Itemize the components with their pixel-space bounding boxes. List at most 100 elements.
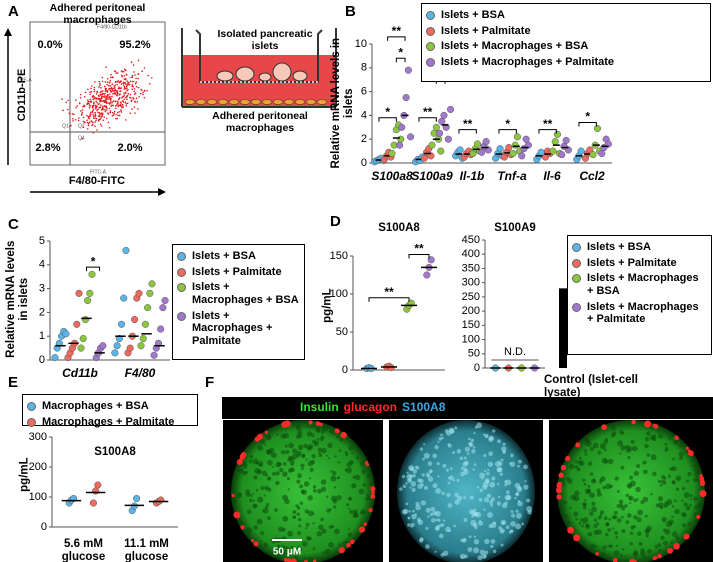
event — [95, 106, 97, 108]
event — [124, 88, 127, 90]
event — [108, 98, 110, 100]
speckle — [321, 528, 327, 534]
speckle — [618, 499, 624, 505]
speckle — [301, 453, 305, 458]
macrophage — [305, 99, 317, 105]
speckle — [410, 481, 417, 487]
event — [134, 82, 137, 85]
event — [117, 104, 119, 106]
event — [92, 115, 95, 118]
event — [89, 115, 91, 118]
speckle — [599, 479, 603, 483]
legend-entry: Islets + Palmitate — [572, 257, 707, 270]
event — [114, 105, 117, 107]
event — [106, 81, 109, 83]
event — [127, 81, 130, 84]
speckle — [689, 498, 693, 501]
event — [101, 107, 104, 109]
event — [93, 97, 96, 100]
speckle — [278, 467, 284, 473]
event — [94, 111, 96, 114]
event — [134, 93, 136, 95]
event — [89, 105, 91, 107]
event — [113, 112, 116, 115]
macrophage — [283, 99, 295, 105]
speckle — [447, 443, 450, 446]
small-label: Q4 — [78, 135, 85, 141]
event — [93, 86, 96, 89]
speckle — [581, 524, 585, 528]
panel-label: C — [8, 216, 19, 233]
event — [86, 114, 88, 117]
speckle — [320, 437, 324, 442]
event — [116, 72, 119, 74]
event — [100, 104, 102, 106]
speckle — [260, 540, 263, 543]
glucagon-cell — [601, 424, 607, 430]
glucagon-cell — [312, 559, 317, 562]
data-point — [84, 296, 92, 305]
y-tick-label: 200 — [29, 461, 47, 473]
event — [131, 76, 134, 78]
quadrant-percent: 2.0% — [117, 142, 142, 154]
event — [119, 93, 121, 95]
event — [111, 83, 114, 86]
significance-bracket — [538, 129, 557, 134]
legend-entry: Islets + Macrophages + Palmitate — [426, 56, 706, 69]
speckle — [302, 541, 308, 547]
speckle — [342, 541, 347, 546]
schematic-bottom: Adhered peritoneal macrophages — [212, 110, 308, 135]
speckle — [468, 437, 471, 441]
data-point — [62, 330, 70, 338]
speckle — [332, 471, 337, 476]
speckle — [423, 485, 429, 490]
event — [115, 117, 117, 120]
speckle — [587, 531, 593, 537]
speckle — [660, 535, 665, 540]
speckle — [320, 430, 325, 434]
speckle — [307, 510, 314, 517]
event — [89, 93, 92, 96]
speckle — [264, 542, 267, 546]
macrophages — [184, 99, 328, 105]
speckle — [643, 469, 648, 475]
event — [137, 77, 139, 80]
event — [90, 90, 93, 93]
event — [90, 111, 92, 114]
speckle — [636, 531, 642, 536]
speckle — [563, 513, 567, 517]
speckle — [311, 453, 316, 459]
event — [105, 66, 107, 69]
speckle — [488, 451, 493, 457]
panel-label: D — [330, 213, 341, 230]
y-tick-label: 3 — [39, 283, 45, 295]
legend-marker — [572, 243, 581, 252]
event — [131, 108, 133, 110]
event — [117, 114, 119, 117]
event — [97, 111, 99, 114]
speckle — [526, 498, 531, 503]
event — [101, 76, 104, 79]
event — [105, 89, 108, 92]
speckle — [629, 480, 636, 487]
speckle — [526, 505, 533, 512]
speckle — [567, 478, 573, 484]
speckle — [654, 544, 659, 549]
speckle — [315, 426, 321, 432]
macrophage — [272, 99, 284, 105]
speckle — [483, 453, 487, 458]
speckle — [603, 516, 608, 521]
event — [77, 117, 80, 119]
event — [108, 84, 110, 87]
speckle — [296, 454, 300, 458]
glucagon-cell — [359, 526, 366, 533]
speckle — [469, 495, 474, 500]
glucagon-cell — [251, 539, 255, 543]
event — [89, 100, 91, 103]
speckle — [414, 513, 418, 516]
glucagon-cell — [315, 421, 321, 426]
legend-marker — [177, 283, 186, 293]
speckle — [657, 430, 660, 433]
flow-xlabel: F4/80-FITC — [69, 175, 125, 187]
speckle — [602, 545, 607, 550]
